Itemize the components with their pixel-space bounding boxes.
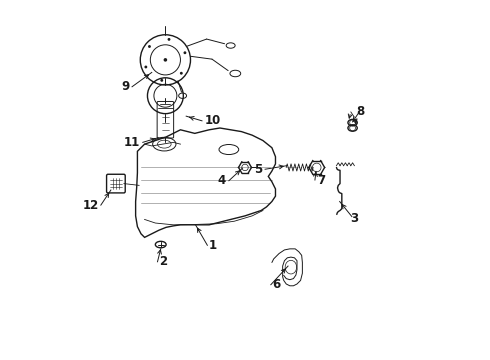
Text: 8: 8 (356, 105, 365, 118)
Circle shape (183, 51, 186, 54)
Circle shape (180, 72, 183, 75)
Text: 10: 10 (205, 114, 221, 127)
Circle shape (145, 66, 147, 68)
Text: 6: 6 (272, 278, 281, 291)
Text: 4: 4 (218, 174, 226, 187)
Text: 11: 11 (124, 136, 140, 149)
Circle shape (164, 58, 167, 62)
Text: 9: 9 (122, 80, 129, 93)
Text: 2: 2 (159, 255, 167, 268)
Text: 5: 5 (254, 163, 263, 176)
Circle shape (160, 79, 163, 82)
Text: 3: 3 (350, 212, 358, 225)
Text: 7: 7 (318, 174, 325, 186)
Text: 1: 1 (209, 239, 217, 252)
Circle shape (148, 45, 151, 48)
Circle shape (168, 38, 171, 41)
Text: 12: 12 (82, 199, 98, 212)
